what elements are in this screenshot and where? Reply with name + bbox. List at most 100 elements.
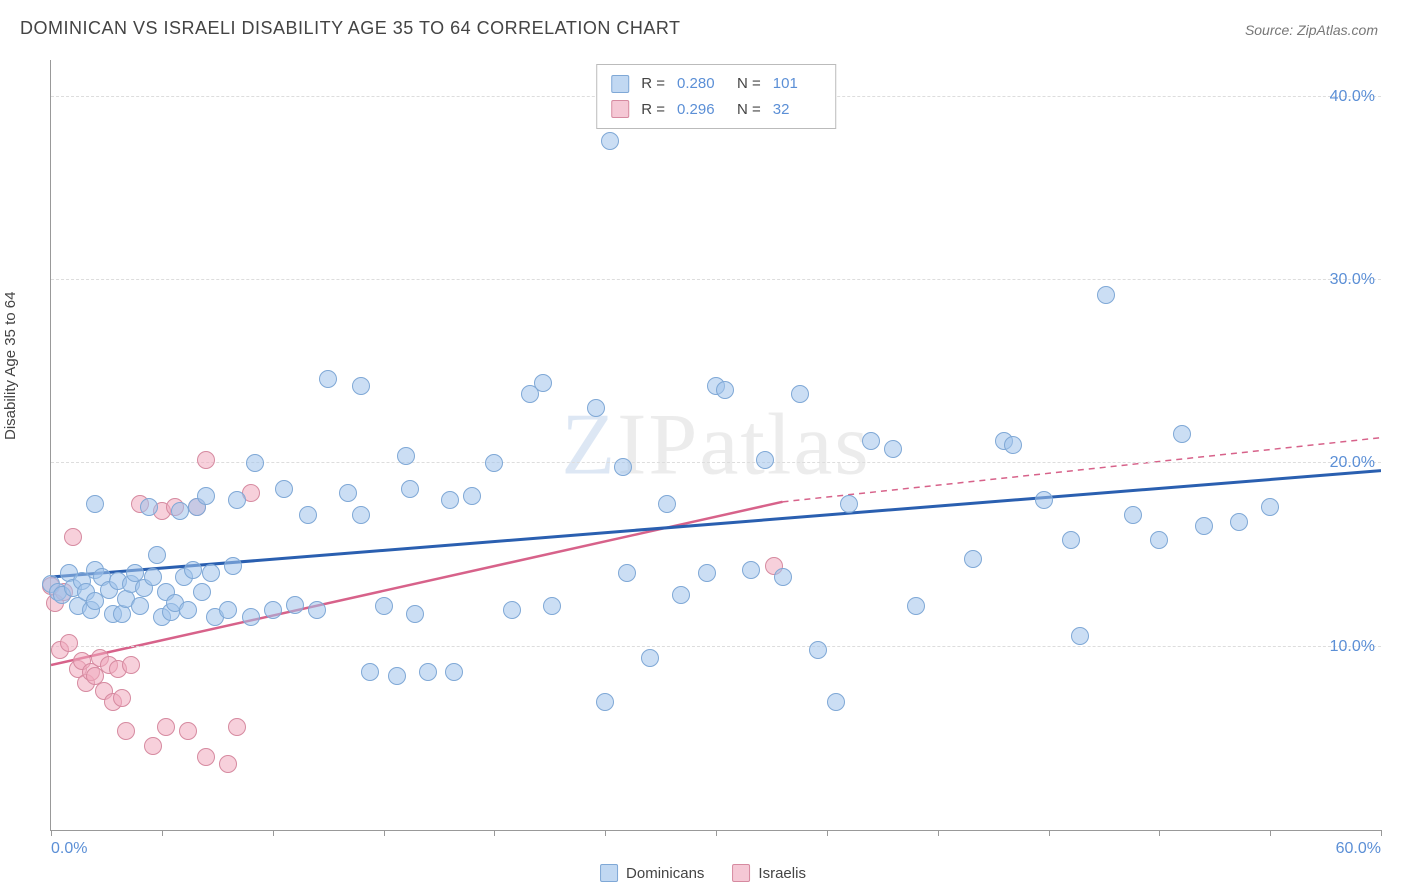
legend-label-israelis: Israelis [758, 865, 806, 882]
scatter-point-a [361, 663, 379, 681]
x-tick-label: 0.0% [51, 840, 87, 858]
watermark-atlas: atlas [699, 397, 870, 494]
swatch-israelis-icon [611, 100, 629, 118]
scatter-point-a [131, 597, 149, 615]
scatter-point-a [286, 596, 304, 614]
legend-item-dominicans: Dominicans [600, 864, 704, 882]
scatter-point-a [658, 495, 676, 513]
scatter-point-a [809, 641, 827, 659]
y-tick-label: 30.0% [1330, 271, 1375, 289]
scatter-point-a [319, 370, 337, 388]
scatter-point-b [157, 718, 175, 736]
scatter-point-a [86, 495, 104, 513]
source-value: ZipAtlas.com [1297, 22, 1378, 38]
scatter-point-a [419, 663, 437, 681]
trend-lines [51, 60, 1381, 830]
scatter-point-a [672, 586, 690, 604]
scatter-point-a [264, 601, 282, 619]
scatter-point-b [219, 755, 237, 773]
scatter-point-a [601, 132, 619, 150]
scatter-point-b [64, 528, 82, 546]
scatter-point-b [60, 634, 78, 652]
legend-row-israelis: R = 0.296 N = 32 [611, 97, 821, 123]
scatter-point-a [352, 377, 370, 395]
scatter-point-a [445, 663, 463, 681]
scatter-point-a [1150, 531, 1168, 549]
swatch-israelis-icon [732, 864, 750, 882]
n-value-b: 32 [773, 97, 807, 123]
scatter-point-a [1195, 517, 1213, 535]
scatter-point-a [485, 454, 503, 472]
x-tick [827, 830, 828, 836]
scatter-point-a [907, 597, 925, 615]
scatter-point-b [122, 656, 140, 674]
watermark: ZIPatlas [561, 395, 870, 496]
scatter-point-a [1062, 531, 1080, 549]
y-tick-label: 20.0% [1330, 454, 1375, 472]
r-label: R = [641, 97, 665, 123]
y-tick-label: 10.0% [1330, 638, 1375, 656]
scatter-point-a [463, 487, 481, 505]
scatter-point-a [339, 484, 357, 502]
scatter-point-a [614, 458, 632, 476]
watermark-ip: IP [617, 397, 699, 494]
x-tick [1270, 830, 1271, 836]
y-axis-label: Disability Age 35 to 64 [2, 292, 19, 440]
scatter-point-a [840, 495, 858, 513]
x-tick [1159, 830, 1160, 836]
scatter-point-a [375, 597, 393, 615]
scatter-point-b [197, 451, 215, 469]
scatter-point-a [827, 693, 845, 711]
scatter-point-b [197, 748, 215, 766]
gridline-h [51, 646, 1381, 647]
x-tick-label: 60.0% [1336, 840, 1381, 858]
scatter-point-a [641, 649, 659, 667]
scatter-point-a [388, 667, 406, 685]
r-value-b: 0.296 [677, 97, 725, 123]
scatter-point-a [1261, 498, 1279, 516]
x-tick [384, 830, 385, 836]
x-tick [605, 830, 606, 836]
scatter-point-a [246, 454, 264, 472]
x-tick [494, 830, 495, 836]
scatter-point-a [756, 451, 774, 469]
scatter-point-a [1173, 425, 1191, 443]
swatch-dominicans-icon [611, 75, 629, 93]
chart-title: DOMINICAN VS ISRAELI DISABILITY AGE 35 T… [20, 18, 681, 39]
scatter-point-a [219, 601, 237, 619]
scatter-point-a [534, 374, 552, 392]
n-value-a: 101 [773, 71, 821, 97]
x-tick [1049, 830, 1050, 836]
x-tick [162, 830, 163, 836]
scatter-point-a [1230, 513, 1248, 531]
x-tick [51, 830, 52, 836]
scatter-point-a [543, 597, 561, 615]
scatter-point-b [117, 722, 135, 740]
scatter-point-a [791, 385, 809, 403]
scatter-plot-area: R = 0.280 N = 101 R = 0.296 N = 32 ZIPat… [50, 60, 1381, 831]
scatter-point-a [299, 506, 317, 524]
scatter-point-a [148, 546, 166, 564]
series-legend: Dominicans Israelis [600, 864, 806, 882]
scatter-point-a [171, 502, 189, 520]
scatter-point-a [742, 561, 760, 579]
source-attribution: Source: ZipAtlas.com [1245, 22, 1378, 38]
scatter-point-a [397, 447, 415, 465]
scatter-point-a [197, 487, 215, 505]
scatter-point-a [503, 601, 521, 619]
scatter-point-a [202, 564, 220, 582]
scatter-point-a [698, 564, 716, 582]
legend-item-israelis: Israelis [732, 864, 806, 882]
scatter-point-a [275, 480, 293, 498]
scatter-point-b [179, 722, 197, 740]
gridline-h [51, 279, 1381, 280]
scatter-point-a [406, 605, 424, 623]
n-label: N = [737, 97, 761, 123]
n-label: N = [737, 71, 761, 97]
scatter-point-a [308, 601, 326, 619]
scatter-point-a [774, 568, 792, 586]
legend-label-dominicans: Dominicans [626, 865, 704, 882]
scatter-point-a [140, 498, 158, 516]
source-prefix: Source: [1245, 22, 1297, 38]
scatter-point-a [964, 550, 982, 568]
